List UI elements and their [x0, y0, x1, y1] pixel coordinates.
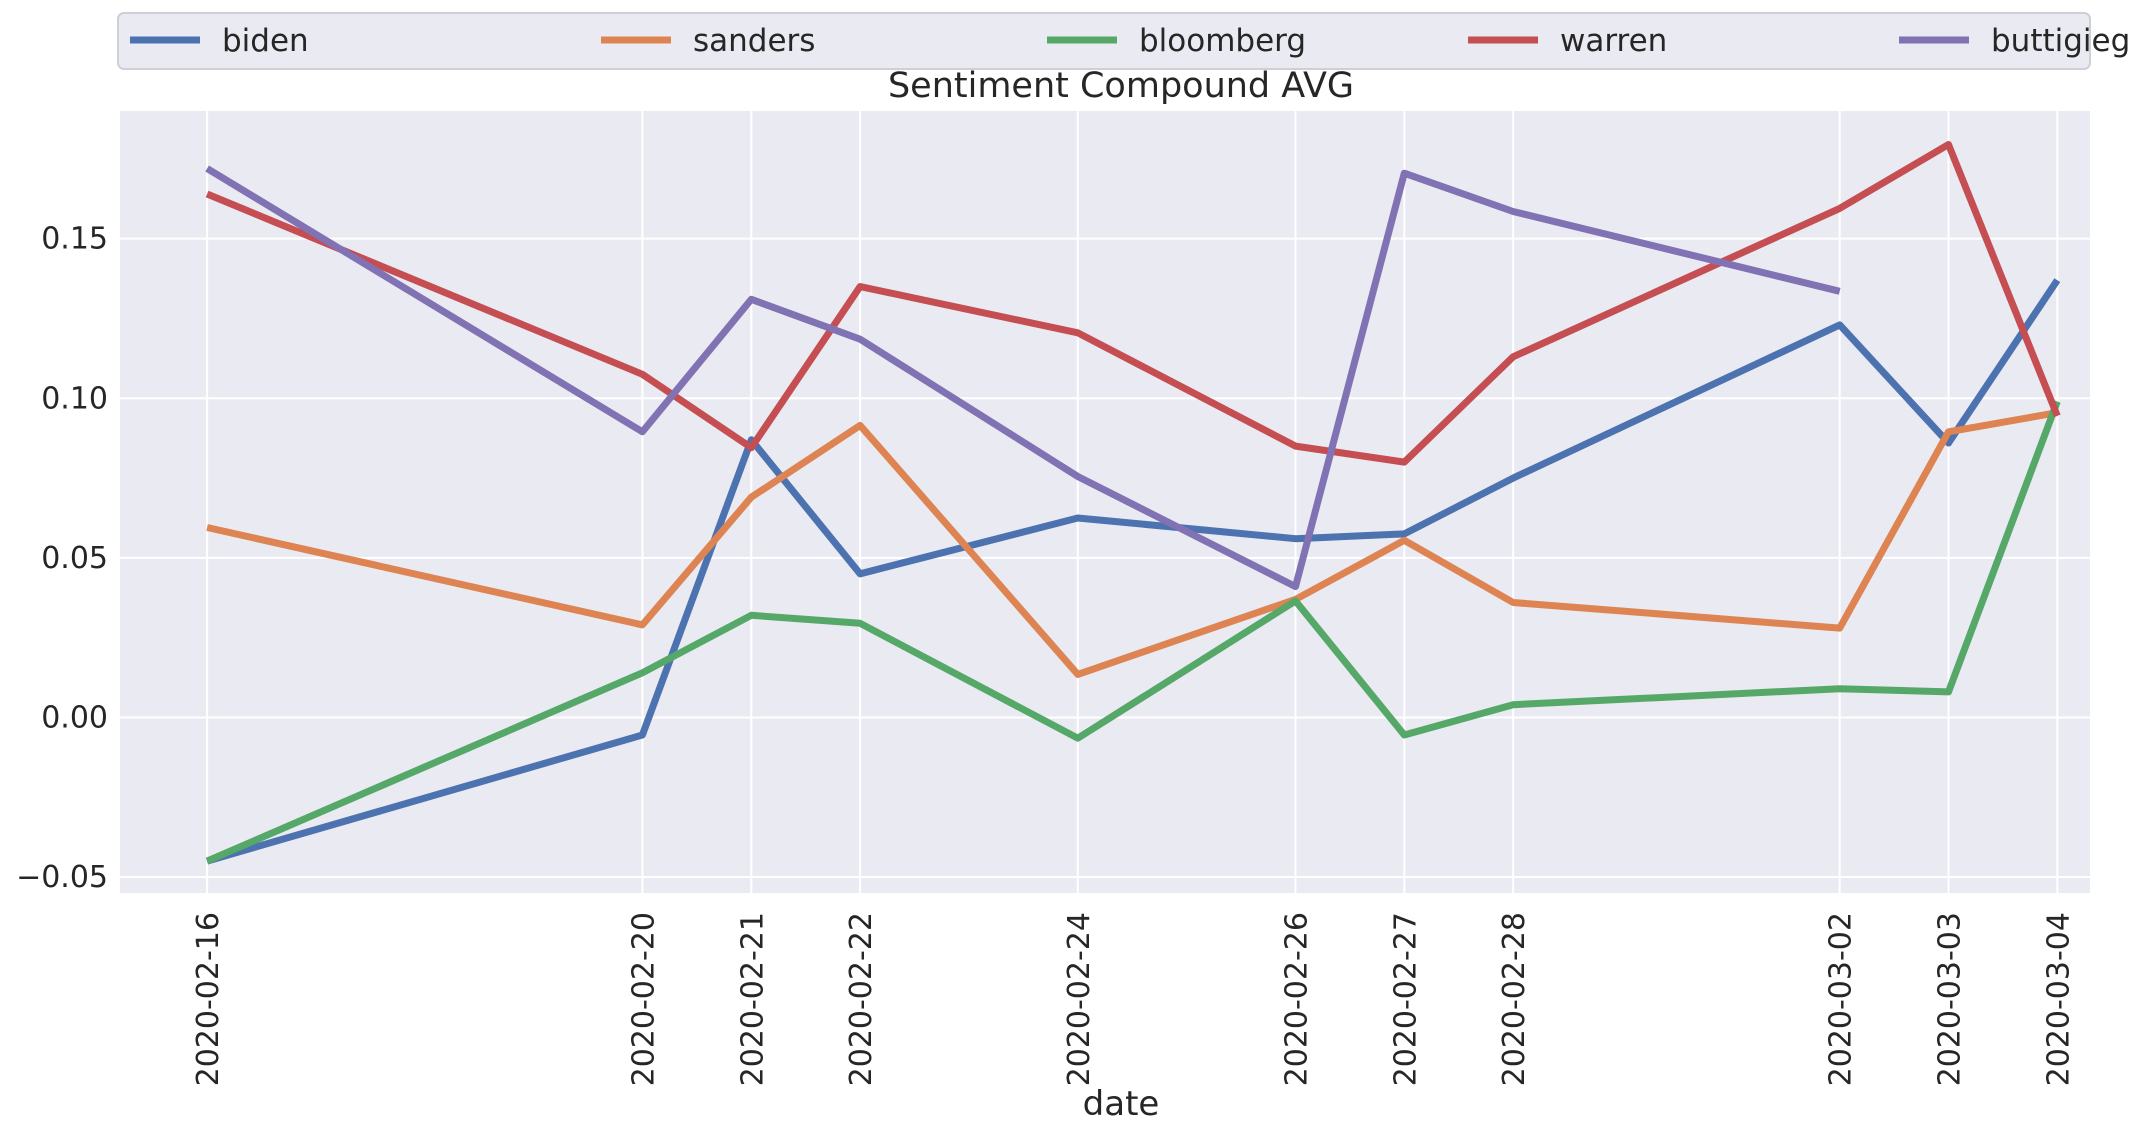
legend-label-sanders: sanders [693, 23, 815, 59]
y-tick-label: −0.05 [16, 860, 108, 895]
x-tick-label: 2020-02-27 [1388, 912, 1423, 1086]
x-tick-label: 2020-02-16 [191, 912, 226, 1086]
x-tick-label: 2020-02-26 [1279, 912, 1314, 1086]
x-tick-label: 2020-02-28 [1497, 912, 1532, 1086]
x-tick-label: 2020-03-04 [2041, 912, 2076, 1086]
x-tick-label: 2020-02-24 [1062, 912, 1097, 1086]
legend-label-biden: biden [222, 23, 309, 59]
chart-title: Sentiment Compound AVG [888, 66, 1354, 106]
series-line-buttigieg [205, 165, 1841, 591]
y-tick-label: 0.15 [41, 222, 108, 257]
x-tick-label: 2020-02-21 [735, 912, 770, 1086]
y-axis-ticks: −0.05 0.00 0.05 0.10 0.15 [16, 222, 108, 895]
x-tick-label: 2020-03-03 [1933, 912, 1968, 1086]
x-tick-label: 2020-03-02 [1824, 912, 1859, 1086]
grid [120, 111, 2090, 893]
series-line-bloomberg [205, 400, 2061, 865]
x-axis-ticks: 2020-02-16 2020-02-20 2020-02-21 2020-02-22… [191, 912, 2076, 1086]
legend: biden sanders bloomberg warren buttigieg [130, 23, 2130, 59]
y-tick-label: 0.05 [41, 541, 108, 576]
x-axis-label: date [1083, 1084, 1160, 1124]
legend-label-warren: warren [1560, 23, 1667, 59]
series-line-warren [205, 141, 2061, 466]
y-tick-label: 0.10 [41, 381, 108, 416]
legend-label-buttigieg: buttigieg [1991, 23, 2130, 59]
y-tick-label: 0.00 [41, 700, 108, 735]
series-group [205, 141, 2061, 865]
legend-label-bloomberg: bloomberg [1139, 23, 1306, 59]
x-tick-label: 2020-02-22 [844, 912, 879, 1086]
x-tick-label: 2020-02-20 [626, 912, 661, 1086]
